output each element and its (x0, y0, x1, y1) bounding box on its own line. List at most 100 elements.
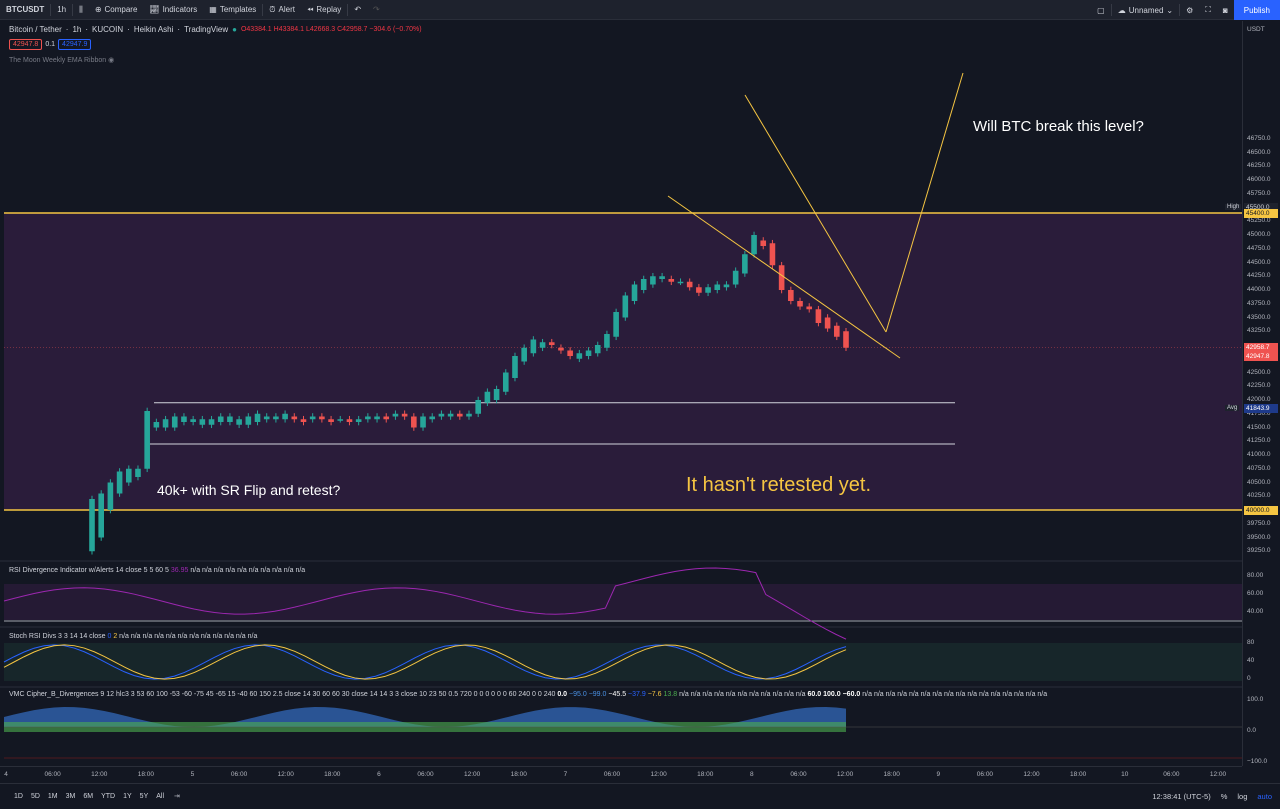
stoch-d-line (3, 644, 847, 680)
settings-button[interactable]: ⚙︎ (1180, 0, 1199, 20)
vmc-value: −99.0 (588, 691, 607, 698)
separator (72, 3, 74, 16)
candle-body (539, 342, 546, 348)
candle-body (631, 284, 638, 301)
clock[interactable]: 12:38:41 (UTC-5) (1152, 792, 1211, 801)
replay-button[interactable]: ⏪︎ Replay (301, 0, 347, 20)
chart-pane[interactable] (0, 21, 1242, 766)
vmc-legend: VMC Cipher_B_Divergences 9 12 hlc3 3 53 … (9, 691, 1047, 698)
candle-body (457, 413, 463, 417)
indicators-label: Indicators (162, 5, 198, 14)
symbol-legend: Bitcoin / Tether · 1h · KUCOIN · Heikin … (9, 25, 422, 34)
range-button-5d[interactable]: 5D (30, 792, 40, 800)
time-tick: 06:00 (976, 771, 994, 778)
candle-body (558, 347, 564, 351)
price-tick: 44000.0 (1247, 286, 1271, 293)
price-tick: 42500.0 (1247, 368, 1271, 376)
templates-button[interactable]: ▦ Templates (203, 0, 262, 20)
time-tick: 18:00 (137, 771, 154, 778)
price-tick: 44250.0 (1247, 272, 1271, 280)
bottom-right: 12:38:41 (UTC-5) % log auto (1152, 784, 1272, 809)
eye-icon[interactable]: ◉ (108, 57, 115, 64)
currency-label[interactable]: USDT (1247, 26, 1265, 33)
price-tick: 41500.0 (1247, 423, 1271, 431)
chart-type-button[interactable]: ⫼ (73, 0, 89, 20)
bid-button[interactable]: 42947.8 (9, 39, 43, 50)
annotation-left-note[interactable]: 40k+ with SR Flip and retest? (157, 482, 341, 498)
range-button-1d[interactable]: 1D (14, 792, 23, 800)
candle-body (374, 416, 380, 420)
candle-body (291, 416, 298, 420)
price-tick: 43250.0 (1247, 327, 1271, 335)
vmc-axis-tick: 0.0 (1247, 727, 1257, 734)
legend-sep: · (177, 25, 181, 34)
symbol-search[interactable]: BTCUSDT (0, 0, 50, 20)
range-button-6m[interactable]: 6M (83, 792, 94, 800)
candle-body (162, 419, 169, 428)
candle-body (613, 312, 619, 337)
log-toggle[interactable]: log (1237, 792, 1248, 801)
time-tick: 12:00 (1209, 771, 1227, 778)
legend-style: Heikin Ashi (133, 25, 174, 34)
redo-button[interactable]: ↷ (367, 0, 386, 20)
calendar-range-icon[interactable]: ⇥ (174, 793, 180, 800)
range-button-3m[interactable]: 3M (65, 792, 76, 800)
rsi-value: 36.95 (170, 567, 189, 574)
snapshot-button[interactable]: ◙ (1217, 0, 1234, 20)
time-tick: 9 (936, 771, 941, 778)
candle-body (337, 419, 344, 421)
separator (50, 3, 52, 16)
candle-body (530, 339, 537, 354)
range-button-ytd[interactable]: YTD (101, 792, 116, 800)
sr-zone (4, 213, 1242, 510)
vmc-value: −95.0 (569, 691, 587, 698)
replay-label: Replay (316, 5, 342, 14)
annotation-right-note[interactable]: It hasn't retested yet. (686, 474, 872, 496)
stoch-legend: Stoch RSI Divs 3 3 14 14 close 0 2 n/a n… (9, 633, 257, 640)
candle-body (732, 270, 739, 285)
range-button-5y[interactable]: 5Y (139, 792, 149, 800)
chevron-down-icon: ⌄ (1166, 5, 1174, 15)
price-tick: 41000.0 (1247, 451, 1271, 458)
layout-square-button[interactable]: ▢ (1091, 0, 1111, 20)
compare-button[interactable]: ⊕ Compare (89, 0, 144, 20)
candle-body (227, 416, 233, 422)
percent-toggle[interactable]: % (1220, 792, 1228, 801)
range-button-1m[interactable]: 1M (47, 792, 58, 800)
candle-body (815, 309, 822, 323)
fullscreen-icon: ⛶ (1205, 5, 1211, 14)
time-tick: 10 (1121, 771, 1129, 778)
undo-button[interactable]: ↶ (348, 0, 367, 20)
interval-button[interactable]: 1h (51, 0, 72, 20)
chart-canvas[interactable] (0, 21, 1242, 766)
time-tick: 12:00 (464, 771, 481, 778)
fullscreen-button[interactable]: ⛶ (1199, 0, 1217, 20)
chart-icon: 📈︎ (149, 5, 160, 14)
time-tick: 06:00 (44, 771, 61, 778)
time-axis[interactable]: 4 06:00 12:00 18:00 5 06:00 12:00 18:00 6 06:00 12… (0, 766, 1242, 782)
price-tick: 40500.0 (1247, 478, 1271, 486)
candle-body (447, 413, 454, 417)
auto-toggle[interactable]: auto (1257, 792, 1272, 801)
time-tick: 18:00 (510, 771, 527, 778)
candle-body (493, 389, 500, 400)
range-button-1y[interactable]: 1Y (123, 792, 132, 800)
vmc-value: 0.0 (557, 691, 568, 698)
annotation-top-question[interactable]: Will BTC break this level? (973, 118, 1144, 135)
price-axis[interactable]: USDT 46750.0 46500.0 46250.0 46000.0 45750.0… (1242, 21, 1280, 766)
candle-body (714, 284, 721, 290)
indicators-button[interactable]: 📈︎ Indicators (143, 0, 203, 20)
candle-body (521, 347, 527, 362)
candle-body (429, 416, 436, 420)
candle-body (466, 413, 472, 417)
publish-button[interactable]: Publish (1233, 0, 1280, 20)
rsi-axis-tick: 60.00 (1247, 590, 1264, 597)
range-button-all[interactable]: All (156, 792, 165, 800)
price-tick: 46000.0 (1247, 176, 1271, 183)
alert-button[interactable]: ⏰︎ Alert (263, 0, 301, 20)
candle-body (217, 416, 224, 422)
ask-button[interactable]: 42947.9 (58, 39, 92, 50)
wedge-lower-line (667, 195, 901, 359)
layout-name-button[interactable]: ☁︎ Unnamed ⌄ (1112, 0, 1179, 20)
indicator-legend: The Moon Weekly EMA Ribbon ◉ (9, 56, 114, 64)
